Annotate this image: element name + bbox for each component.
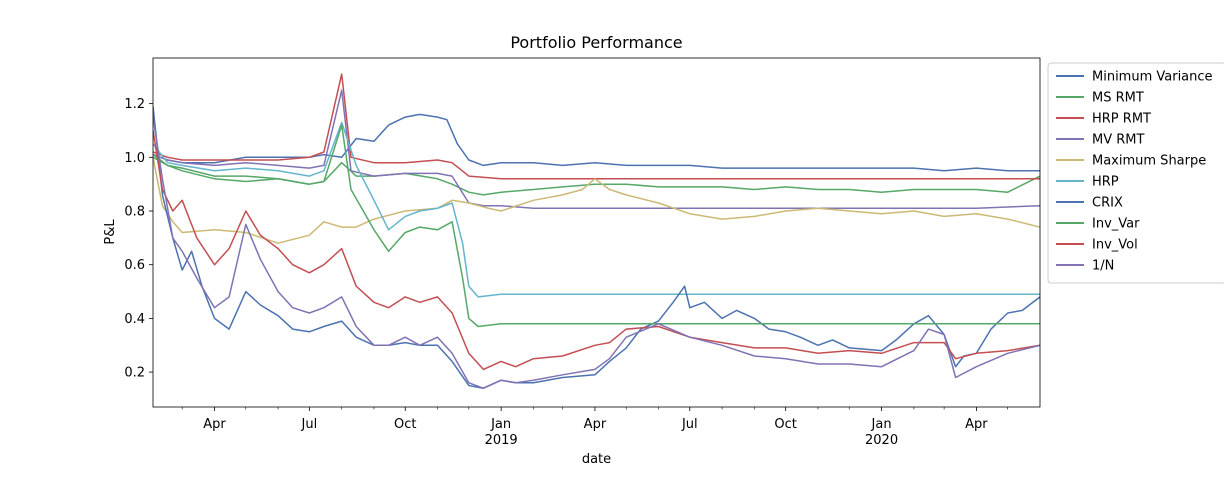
legend-label: HRP: [1092, 175, 1119, 190]
x-tick-label: Apr: [203, 417, 226, 432]
legend-label: MS RMT: [1092, 91, 1144, 106]
y-tick-label: 0.8: [124, 205, 145, 220]
series-line-maximum-sharpe-4: [153, 157, 1040, 244]
legend-item-maximum-sharpe: Maximum Sharpe: [1056, 154, 1206, 169]
y-tick-label: 1.2: [124, 97, 145, 112]
x-tick-label: Apr: [584, 417, 607, 432]
series-line-minimum-variance-0: [153, 113, 1040, 172]
legend: Minimum Variance MS RMT HRP RMT MV RMT Maxim…: [1047, 62, 1224, 284]
x-tick-label: Jul: [301, 417, 318, 432]
legend-item-inv-vol: Inv_Vol: [1056, 238, 1138, 253]
legend-item-ms-rmt: MS RMT: [1056, 91, 1144, 106]
legend-label: HRP RMT: [1092, 112, 1151, 127]
legend-label: CRIX: [1092, 196, 1123, 211]
plot-area: [153, 73, 1040, 389]
y-tick-label: 1.0: [124, 151, 145, 166]
legend-label: 1/N: [1092, 259, 1114, 274]
y-tick-label: 0.6: [124, 258, 145, 273]
x-axis-label: date: [582, 452, 611, 467]
series-line-1-n-9: [153, 116, 1040, 389]
x-tick-label: Apr: [965, 417, 988, 432]
x-tick-year-label: 2019: [485, 433, 518, 448]
legend-item-minimum-variance: Minimum Variance: [1056, 70, 1213, 85]
y-axis-label: P&L: [103, 219, 118, 245]
legend-item-hrp-rmt: HRP RMT: [1056, 112, 1151, 127]
x-tick-label: Jan: [871, 417, 892, 432]
axes-frame: [152, 57, 1041, 408]
legend-box: [1047, 62, 1224, 284]
y-axis: 0.2 0.4 0.6 0.8 1.0 1.2: [124, 97, 153, 381]
chart-title: Portfolio Performance: [510, 33, 682, 52]
y-tick-label: 0.4: [124, 312, 145, 327]
x-tick-label: Jan: [490, 417, 511, 432]
x-tick-label: Jul: [681, 417, 698, 432]
series-line-crix-6: [153, 106, 1040, 389]
legend-item-1-n: 1/N: [1056, 259, 1114, 274]
x-tick-label: Oct: [394, 417, 416, 432]
series-line-inv-var-7: [153, 124, 1040, 328]
legend-label: Minimum Variance: [1092, 70, 1213, 85]
series-line-hrp-5: [153, 121, 1040, 298]
x-tick-label: Oct: [774, 417, 796, 432]
y-tick-label: 0.2: [124, 366, 145, 381]
legend-label: Maximum Sharpe: [1092, 154, 1206, 169]
x-tick-year-label: 2020: [865, 433, 898, 448]
legend-item-mv-rmt: MV RMT: [1056, 133, 1144, 148]
series-line-inv-vol-8: [153, 130, 1040, 371]
series-line-hrp-rmt-2: [153, 73, 1040, 180]
legend-label: Inv_Var: [1092, 217, 1140, 232]
legend-label: Inv_Vol: [1092, 238, 1138, 253]
series-lines: [153, 73, 1040, 389]
series-line-mv-rmt-3: [153, 89, 1040, 210]
legend-label: MV RMT: [1092, 133, 1144, 148]
legend-item-inv-var: Inv_Var: [1056, 217, 1140, 232]
legend-item-hrp: HRP: [1056, 175, 1119, 190]
legend-item-crix: CRIX: [1056, 196, 1123, 211]
